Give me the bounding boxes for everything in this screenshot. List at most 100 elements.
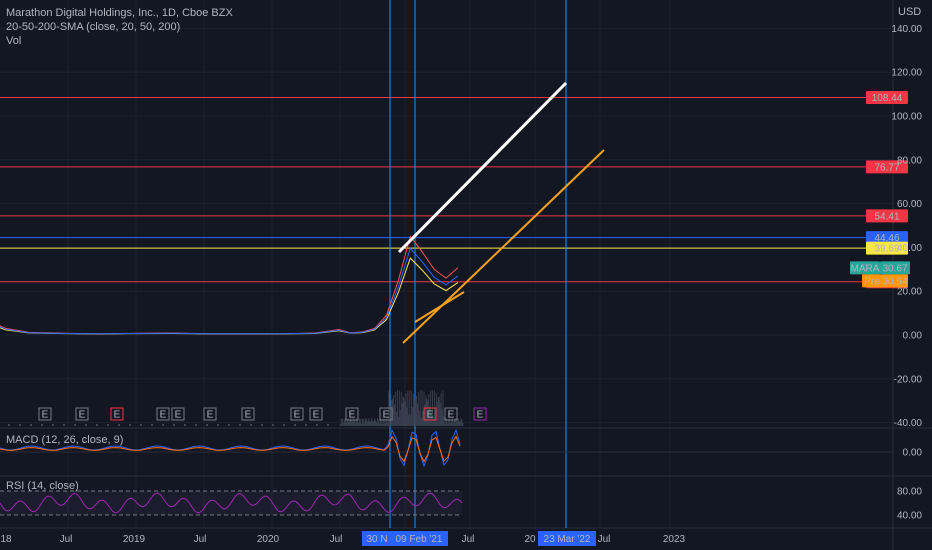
earnings-marker-label: E [42, 410, 49, 421]
volume-bar [356, 418, 357, 426]
volume-bar [409, 390, 411, 426]
earnings-marker: E [38, 407, 52, 421]
volume-bar [421, 390, 423, 426]
volume-bar [408, 414, 410, 426]
macd-pane [0, 428, 893, 468]
volume-bar [458, 420, 460, 426]
volume-bar [365, 418, 367, 426]
volume-bar [351, 420, 353, 426]
volume-bar [461, 419, 463, 426]
volume-bar [347, 418, 349, 426]
price-tick-label: 100.00 [891, 112, 922, 123]
volume-bar [416, 395, 417, 426]
volume-bar [462, 422, 464, 426]
volume-bar [359, 418, 360, 426]
volume-indicator-label[interactable]: Vol [6, 35, 22, 47]
currency-label[interactable]: USD [898, 6, 922, 18]
volume-bar [348, 421, 350, 426]
volume-bar [437, 397, 439, 426]
volume-bar [386, 418, 388, 426]
macd-label[interactable]: MACD (12, 26, close, 9) [6, 434, 124, 446]
volume-bar [417, 392, 419, 426]
volume-bar [362, 418, 364, 426]
volume-bar [405, 393, 407, 426]
volume-bar [340, 418, 342, 426]
rsi-pane [0, 490, 463, 516]
earnings-marker-label: E [427, 410, 434, 421]
level-price-label: 44.46 [874, 233, 899, 244]
volume-bar [422, 411, 424, 426]
volume-bar [381, 423, 383, 426]
time-tick-label: 2023 [663, 534, 686, 545]
earnings-marker-label: E [294, 410, 301, 421]
volume-bar [390, 394, 392, 426]
volume-bar [162, 424, 164, 426]
volume-bar [364, 419, 366, 426]
earnings-marker: E [345, 407, 359, 421]
volume-bar [424, 404, 426, 426]
volume-bar [447, 423, 449, 426]
symbol-title[interactable]: Marathon Digital Holdings, Inc., 1D, Cbo… [6, 7, 233, 19]
earnings-marker-label: E [245, 410, 252, 421]
volume-bar [372, 420, 374, 426]
volume-bar [450, 422, 451, 426]
time-marker-label: 09 Feb '21 [396, 534, 443, 545]
volume-bar [360, 423, 362, 426]
last-price-label: 30.67 [882, 263, 907, 274]
premarket-tag-label: Pre [864, 276, 880, 287]
volume-bar [52, 424, 54, 426]
earnings-marker: E [423, 407, 437, 421]
volume-bar [375, 420, 376, 426]
volume-bar [376, 422, 377, 426]
volume-bar [341, 418, 343, 426]
volume-bar [228, 424, 230, 426]
vertical-markers [389, 0, 567, 528]
price-line [0, 235, 459, 335]
volume-bar [371, 418, 373, 426]
earnings-marker-label: E [477, 410, 484, 421]
volume-bar [442, 390, 444, 426]
earnings-marker-box [75, 407, 89, 421]
volume-bar [411, 390, 413, 426]
volume-bar [294, 424, 296, 426]
earnings-marker: E [241, 407, 255, 421]
price-tick-label: -40.00 [894, 418, 923, 429]
level-price-label: 54.41 [874, 211, 899, 222]
volume-bar [344, 418, 346, 426]
volume-bar [368, 418, 370, 426]
volume-bar [19, 424, 21, 426]
volume-bar [206, 424, 208, 426]
level-price-tag [866, 209, 908, 223]
level-price-tag [866, 91, 908, 105]
trend-line-orange-short [414, 291, 465, 323]
volume-bar [261, 424, 263, 426]
volume-bar [400, 392, 402, 426]
rsi-line [0, 492, 463, 514]
volume-bar [433, 415, 434, 426]
volume-bar [435, 408, 436, 426]
earnings-marker-label: E [175, 410, 182, 421]
volume-bar [217, 424, 219, 426]
volume-bar [345, 422, 347, 426]
volume-bar [430, 391, 432, 426]
volume-bar [449, 418, 451, 426]
sma-indicator-label[interactable]: 20-50-200-SMA (close, 20, 50, 200) [6, 21, 181, 33]
earnings-marker: E [203, 407, 217, 421]
volume-bar [454, 418, 456, 426]
price-tick-label: 120.00 [891, 68, 922, 79]
volume-bar [272, 424, 274, 426]
volume-bar [412, 407, 413, 426]
volume-bar [419, 390, 421, 426]
volume-bar [459, 422, 461, 426]
rsi-label[interactable]: RSI (14, close) [6, 480, 79, 492]
earnings-marker-box [473, 407, 487, 421]
volume-bar [393, 395, 394, 426]
volume-bar [388, 391, 390, 426]
volume-bar [445, 418, 447, 426]
volume-bars [8, 390, 464, 426]
time-marker-label: 30 N [366, 534, 387, 545]
volume-bar [455, 421, 457, 426]
